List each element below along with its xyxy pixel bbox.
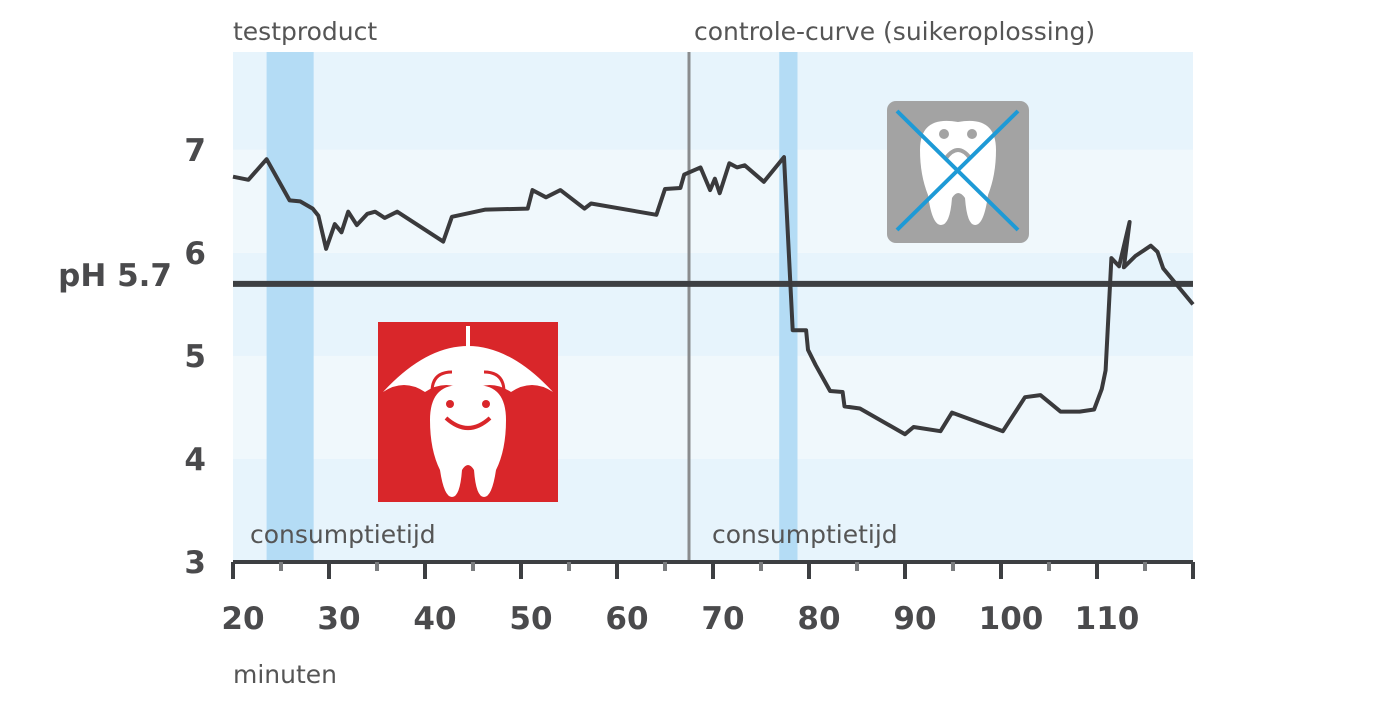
damaged-tooth-icon <box>887 101 1029 243</box>
section-label: controle-curve (suikeroplossing) <box>694 17 1095 46</box>
protected-tooth-icon <box>378 322 558 502</box>
x-tick-label: 90 <box>893 601 936 637</box>
x-tick-label: 100 <box>979 601 1044 637</box>
x-tick-label: 40 <box>413 601 456 637</box>
y-tick-label: 5 <box>184 339 206 375</box>
x-axis-label: minuten <box>233 660 337 689</box>
background-band <box>233 52 1193 150</box>
x-tick-label: 110 <box>1075 601 1140 637</box>
x-tick-label: 50 <box>509 601 552 637</box>
consumption-span <box>779 52 798 562</box>
y-tick-label: 6 <box>184 236 206 272</box>
background-band <box>233 355 1193 459</box>
span-label: consumptietijd <box>250 520 436 549</box>
x-tick-label: 20 <box>221 601 264 637</box>
background-band <box>233 252 1193 356</box>
consumption-span <box>266 52 314 562</box>
x-tick-label: 60 <box>605 601 648 637</box>
section-label: testproduct <box>233 17 377 46</box>
ph-line <box>232 155 1195 437</box>
background-band <box>233 149 1193 253</box>
x-tick-label: 80 <box>797 601 840 637</box>
x-tick-label: 30 <box>317 601 360 637</box>
threshold-label: pH 5.7 <box>58 258 172 294</box>
y-tick-label: 3 <box>184 545 206 581</box>
y-tick-label: 7 <box>184 133 206 169</box>
span-label: consumptietijd <box>712 520 898 549</box>
x-tick-label: 70 <box>701 601 744 637</box>
y-tick-label: 4 <box>184 442 206 478</box>
